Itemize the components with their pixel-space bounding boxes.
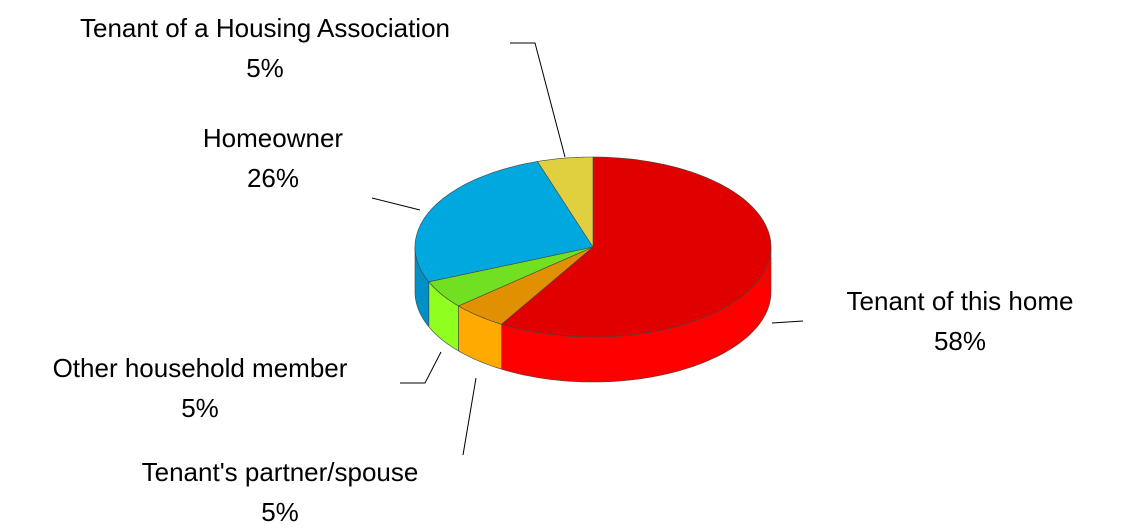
slice-value-label: 26% [247, 163, 299, 193]
pie [414, 156, 772, 383]
slice-value-label: 5% [261, 497, 299, 527]
slice-label: Tenant's partner/spouse [142, 457, 419, 487]
slice [414, 161, 594, 283]
slice-label: Homeowner [203, 123, 344, 153]
leader-line [371, 197, 421, 211]
slice [536, 156, 594, 249]
slice-label: Tenant of this home [847, 286, 1074, 316]
leader-line [771, 320, 804, 324]
leader-line [400, 351, 442, 384]
slice-value-label: 5% [181, 393, 219, 423]
leader-line [462, 377, 477, 456]
slice-label: Tenant of a Housing Association [80, 13, 450, 43]
slice [428, 246, 594, 307]
slice-label: Other household member [53, 353, 348, 383]
slice-value-label: 5% [246, 53, 284, 83]
leader-line [510, 42, 566, 158]
slice-value-label: 58% [934, 326, 986, 356]
labels: Tenant of this home 58% Tenant's partner/s… [53, 13, 1074, 527]
slice [500, 156, 772, 338]
leader-lines [371, 42, 804, 456]
slice [457, 246, 594, 325]
